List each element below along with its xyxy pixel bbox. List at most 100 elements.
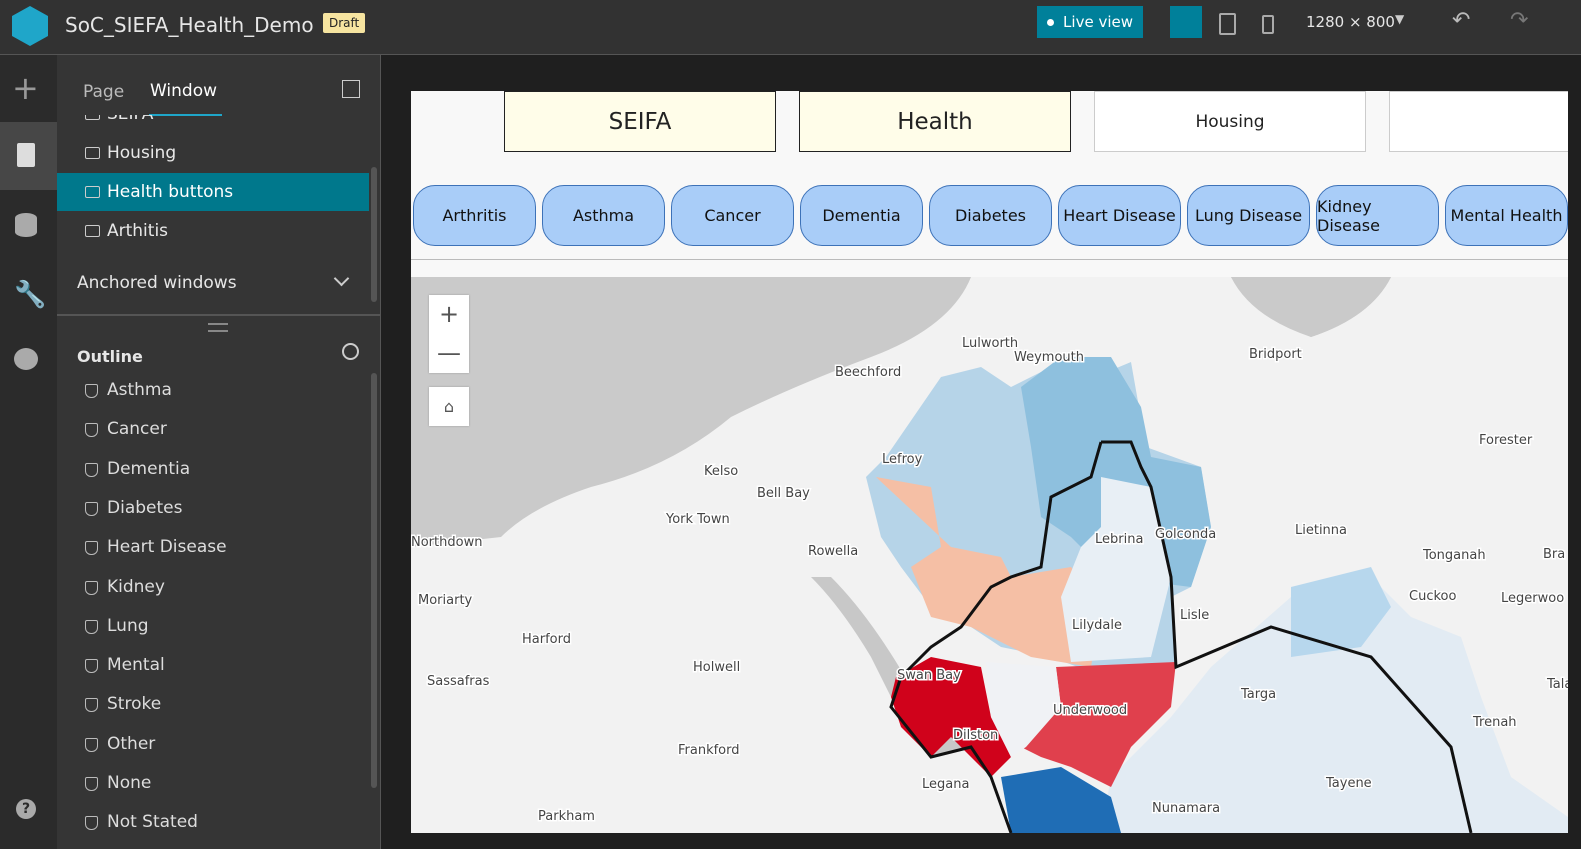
outline-item[interactable]: Diabetes xyxy=(57,489,369,528)
health-button[interactable]: Cancer xyxy=(671,185,794,246)
map-label: Harford xyxy=(522,632,571,647)
tab-window[interactable]: Window xyxy=(150,81,218,101)
health-button[interactable]: Mental Health xyxy=(1445,185,1568,246)
map-label: Frankford xyxy=(678,743,740,758)
map-label: Weymouth xyxy=(1014,350,1084,365)
live-view[interactable]: Live view xyxy=(1037,6,1143,38)
undo[interactable]: ↶ xyxy=(1452,8,1471,33)
anchored-windows[interactable]: Anchored windows xyxy=(77,273,237,293)
choropleth xyxy=(876,477,1101,667)
outline-item[interactable]: Heart Disease xyxy=(57,528,369,567)
top-button[interactable]: Health xyxy=(799,91,1071,152)
tools-icon[interactable]: 🔧 xyxy=(14,280,47,310)
phone-view[interactable] xyxy=(1262,15,1274,34)
window-item[interactable]: Health buttons xyxy=(57,173,369,211)
choropleth xyxy=(1061,477,1171,662)
map-label: Tala xyxy=(1546,677,1568,692)
map-label: Tayene xyxy=(1325,776,1372,791)
page-icon[interactable] xyxy=(17,143,35,167)
map-label: Northdown xyxy=(411,535,482,550)
insert-icon[interactable]: + xyxy=(12,69,39,107)
map-label: Lietinna xyxy=(1295,523,1347,538)
home-button[interactable]: ⌂ xyxy=(429,387,469,426)
map-label: Lulworth xyxy=(962,336,1018,351)
map-label: Parkham xyxy=(538,809,595,824)
window-item[interactable]: Arthitis xyxy=(57,212,369,250)
app-title: SoC_SIEFA_Health_Demo xyxy=(65,13,314,37)
map-label: Kelso xyxy=(704,464,738,479)
tablet-view[interactable] xyxy=(1219,13,1236,35)
zoom-controls xyxy=(429,295,469,373)
map-label: Bra xyxy=(1543,547,1565,562)
outline-item[interactable]: Mental xyxy=(57,646,369,685)
map-label: Forester xyxy=(1479,433,1533,448)
map-label: Rowella xyxy=(808,544,858,559)
button-area: SEIFA Health Housing Button ArthritisAsthmaC… xyxy=(411,91,1568,260)
resolution-caret: ▼ xyxy=(1395,12,1405,26)
outline-title: Outline xyxy=(77,347,143,366)
outline-item[interactable]: Cancer xyxy=(57,410,369,449)
outline-item[interactable]: Other xyxy=(57,725,369,764)
outline-item[interactable]: Stroke xyxy=(57,685,369,724)
choropleth xyxy=(1021,662,1176,787)
outline-item[interactable]: Kidney xyxy=(57,568,369,607)
map-label: Moriarty xyxy=(418,593,473,608)
theme-icon[interactable] xyxy=(14,348,38,370)
resize-handle[interactable] xyxy=(208,323,228,332)
map-label: Underwood xyxy=(1053,703,1127,718)
resolution[interactable]: 1280 × 800 xyxy=(1306,13,1395,31)
map-label: Targa xyxy=(1240,687,1276,702)
map-label: Holwell xyxy=(693,660,740,675)
top-button[interactable]: Button xyxy=(1389,91,1568,152)
choropleth xyxy=(1291,567,1391,657)
health-button[interactable]: Kidney Disease xyxy=(1316,185,1439,246)
map-label: Lilydale xyxy=(1072,618,1122,633)
window-item[interactable]: SEIFA xyxy=(57,115,369,133)
redo[interactable]: ↷ xyxy=(1510,8,1529,33)
map-label: Swan Bay xyxy=(897,668,961,683)
map-label: Nunamara xyxy=(1152,801,1220,816)
health-button[interactable]: Diabetes xyxy=(929,185,1052,246)
top-button[interactable]: Housing xyxy=(1094,91,1366,152)
outline-item[interactable]: None xyxy=(57,764,369,803)
search-icon[interactable] xyxy=(342,343,359,360)
choropleth xyxy=(1001,767,1121,833)
map-water xyxy=(411,277,971,547)
map-label: Tonganah xyxy=(1422,548,1486,563)
outline-item[interactable]: Lung xyxy=(57,607,369,646)
map-label: Lefroy xyxy=(882,452,923,467)
add-window[interactable] xyxy=(342,80,360,98)
map-label: Cuckoo xyxy=(1409,589,1456,604)
map-label: Bell Bay xyxy=(757,486,810,501)
logo[interactable] xyxy=(12,6,48,46)
top-button[interactable]: SEIFA xyxy=(504,91,776,152)
desktop-view[interactable] xyxy=(1170,6,1202,38)
boundary xyxy=(889,440,1473,833)
canvas-page: SEIFAHealthHousingButtonArthritisAsthmaC… xyxy=(411,91,1568,833)
zoom-out[interactable]: — xyxy=(437,339,461,367)
tab-page[interactable]: Page xyxy=(83,82,125,102)
health-button[interactable]: Dementia xyxy=(800,185,923,246)
health-button[interactable]: Heart Disease xyxy=(1058,185,1181,246)
map-label: Bridport xyxy=(1249,347,1302,362)
outline-item[interactable]: Asthma xyxy=(57,371,369,410)
map-label: Trenah xyxy=(1472,715,1517,730)
map-label: Dilston xyxy=(953,728,998,743)
side-panel: Page Window SEIFAHousingHealth buttonsAr… xyxy=(57,55,381,849)
window-item[interactable]: Housing xyxy=(57,134,369,172)
zoom-in[interactable]: + xyxy=(438,300,460,328)
outline-item[interactable]: Not Stated xyxy=(57,803,369,842)
choropleth xyxy=(1021,357,1211,587)
top-bar: SoC_SIEFA_Health_Demo Draft Live view 12… xyxy=(0,0,1581,55)
health-button[interactable]: Asthma xyxy=(542,185,665,246)
help-icon[interactable]: ? xyxy=(16,799,36,819)
map-label: Beechford xyxy=(835,365,901,380)
outline-item[interactable]: Dementia xyxy=(57,450,369,489)
map-label: Sassafras xyxy=(427,674,490,689)
health-button[interactable]: Arthritis xyxy=(413,185,536,246)
tab-underline xyxy=(149,114,222,116)
data-icon[interactable] xyxy=(15,213,37,237)
health-button[interactable]: Lung Disease xyxy=(1187,185,1310,246)
